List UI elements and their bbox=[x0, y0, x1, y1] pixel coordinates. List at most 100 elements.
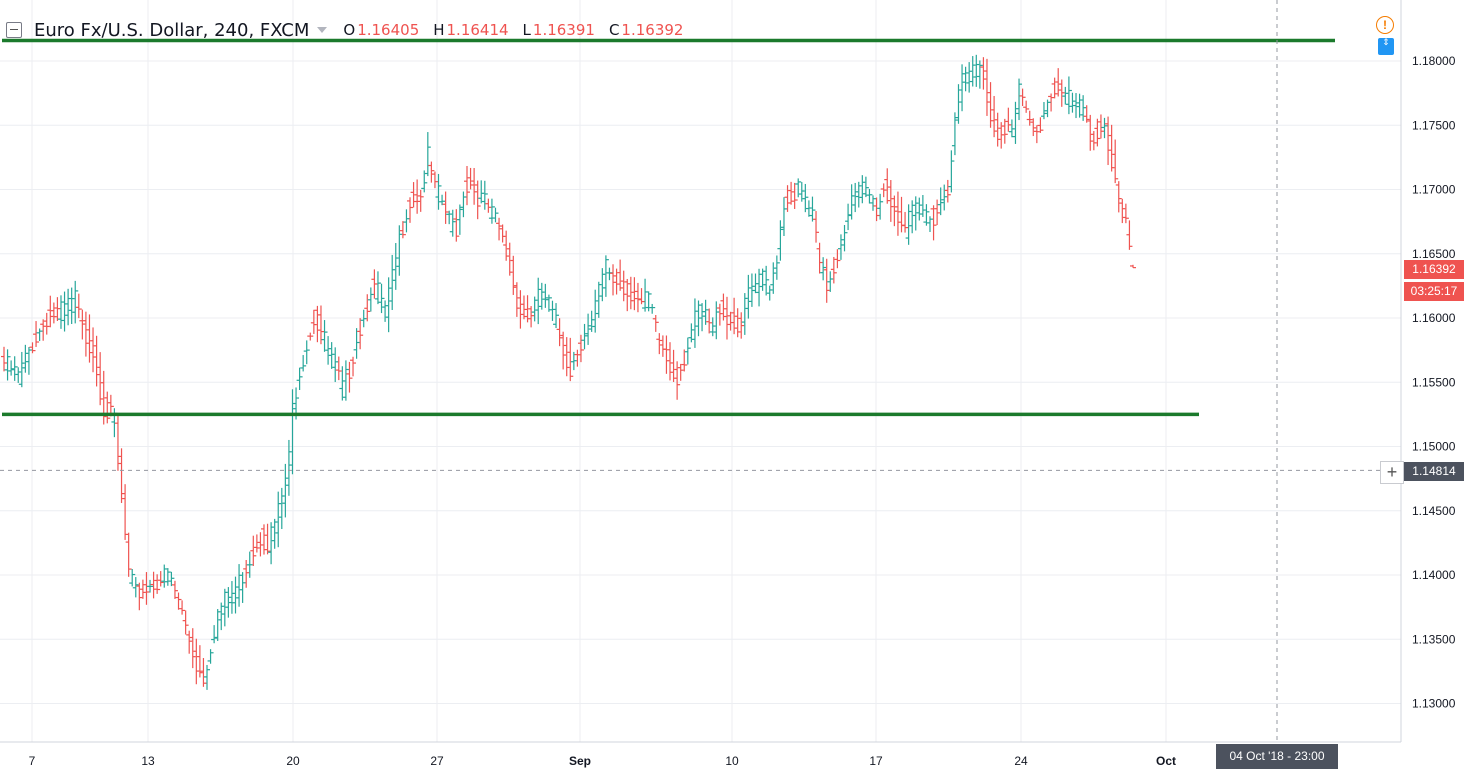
ohlc-bar bbox=[82, 311, 89, 357]
ohlc-bar bbox=[574, 349, 581, 367]
ohlc-bar bbox=[759, 268, 766, 291]
ohlc-bar bbox=[278, 487, 285, 530]
ohlc-bar bbox=[1119, 198, 1126, 224]
time-tick-label: 17 bbox=[869, 754, 883, 768]
ohlc-bar bbox=[93, 335, 100, 387]
ohlc-bar bbox=[414, 179, 421, 214]
ohlc-bar bbox=[300, 355, 307, 372]
ohlc-bar bbox=[232, 576, 239, 614]
ohlc-bar bbox=[720, 293, 727, 321]
ohlc-bar bbox=[588, 310, 595, 332]
ohlc-bar bbox=[264, 523, 271, 555]
price-tick-label: 1.14000 bbox=[1412, 568, 1456, 582]
ohlc-bar bbox=[624, 278, 631, 312]
chevron-down-icon[interactable] bbox=[317, 27, 328, 33]
ohlc-bar bbox=[852, 182, 859, 213]
ohlc-bar bbox=[549, 300, 556, 321]
ohlc-bar bbox=[417, 189, 424, 212]
ohlc-bar bbox=[1126, 220, 1133, 250]
crosshair-plus-icon[interactable]: + bbox=[1380, 461, 1404, 484]
time-axis[interactable]: 7 13 20 27 Sep 10 17 24 Oct bbox=[29, 754, 1176, 768]
ohlc-bar bbox=[1105, 116, 1112, 166]
ohlc-bar bbox=[478, 180, 485, 204]
collapse-legend-icon[interactable] bbox=[6, 22, 22, 38]
time-tick-label: 13 bbox=[141, 754, 155, 768]
ohlc-bar bbox=[510, 255, 517, 295]
ohlc-bar bbox=[645, 291, 652, 312]
price-axis[interactable]: 1.18000 1.17500 1.17000 1.16500 1.16000 1.155… bbox=[1412, 54, 1456, 711]
ohlc-bar bbox=[959, 64, 966, 112]
close-label: C bbox=[608, 21, 620, 39]
ohlc-bar bbox=[542, 283, 549, 308]
ohlc-bar bbox=[385, 277, 392, 333]
ohlc-bar bbox=[748, 273, 755, 307]
ohlc-bar bbox=[528, 306, 535, 328]
ohlc-bar bbox=[50, 302, 57, 324]
ohlc-bar bbox=[396, 225, 403, 276]
ohlc-bar bbox=[738, 312, 745, 339]
ohlc-bar bbox=[1026, 110, 1033, 126]
ohlc-bar bbox=[802, 183, 809, 213]
ohlc-bar bbox=[991, 95, 998, 138]
price-tick-label: 1.13000 bbox=[1412, 697, 1456, 711]
ohlc-bar bbox=[613, 268, 620, 295]
ohlc-bar bbox=[1048, 93, 1055, 112]
ohlc-bar bbox=[770, 262, 777, 294]
ohlc-bar bbox=[1033, 125, 1040, 144]
ohlc-bar bbox=[407, 197, 414, 223]
ohlc-bar bbox=[136, 582, 143, 611]
time-tick-label: 27 bbox=[430, 754, 444, 768]
ohlc-bar bbox=[104, 391, 111, 424]
ohlc-bar bbox=[944, 179, 951, 203]
ohlc-bar bbox=[506, 242, 513, 276]
ohlc-bar bbox=[410, 182, 417, 208]
ohlc-bar bbox=[1076, 93, 1083, 118]
ohlc-bar bbox=[303, 340, 310, 365]
ohlc-bar bbox=[716, 303, 723, 326]
chart-legend: Euro Fx/U.S. Dollar, 240, FXCM O 1.16405… bbox=[6, 18, 697, 42]
ohlc-bar bbox=[941, 184, 948, 211]
crosshair bbox=[0, 0, 1401, 742]
ohlc-bar bbox=[200, 658, 207, 687]
ohlc-bar bbox=[161, 564, 168, 588]
scale-arrows-icon[interactable]: ⇕ bbox=[1378, 38, 1394, 55]
ohlc-bar bbox=[962, 66, 969, 92]
ohlc-bar bbox=[325, 336, 332, 365]
symbol-title[interactable]: Euro Fx/U.S. Dollar, 240, FXCM bbox=[34, 19, 310, 41]
ohlc-bars bbox=[1, 54, 1136, 690]
open-label: O bbox=[343, 21, 356, 39]
ohlc-bar bbox=[955, 84, 962, 124]
price-tick-label: 1.15000 bbox=[1412, 440, 1456, 454]
low-value: 1.16391 bbox=[532, 21, 595, 39]
ohlc-bar bbox=[68, 287, 75, 325]
ohlc-bar bbox=[634, 282, 641, 313]
ohlc-bar bbox=[859, 175, 866, 204]
time-tick-label: 10 bbox=[725, 754, 739, 768]
ohlc-bar bbox=[168, 571, 175, 587]
ohlc-bar bbox=[560, 331, 567, 370]
time-tick-label: 7 bbox=[29, 754, 36, 768]
ohlc-bar bbox=[260, 524, 267, 555]
ohlc-bar bbox=[57, 295, 64, 329]
ohlc-bar bbox=[467, 167, 474, 190]
ohlc-bar bbox=[973, 54, 980, 87]
ohlc-bar bbox=[1062, 86, 1069, 105]
ohlc-bar bbox=[239, 572, 246, 603]
ohlc-bar bbox=[870, 195, 877, 211]
chart-grid bbox=[0, 0, 1401, 742]
ohlc-bar bbox=[1058, 79, 1065, 107]
ohlc-bar bbox=[236, 564, 243, 607]
ohlc-bar bbox=[916, 197, 923, 221]
alert-icon[interactable]: ! bbox=[1376, 16, 1394, 34]
ohlc-bar bbox=[481, 180, 488, 210]
ohlc-bar bbox=[424, 132, 431, 177]
ohlc-bar bbox=[1055, 68, 1062, 97]
support-resistance-lines[interactable] bbox=[2, 38, 1335, 417]
ohlc-bar bbox=[937, 187, 944, 216]
ohlc-bar bbox=[15, 367, 22, 383]
ohlc-bar bbox=[253, 534, 260, 553]
ohlc-bar bbox=[656, 333, 663, 355]
ohlc-bar bbox=[446, 210, 453, 225]
ohlc-bar bbox=[374, 271, 381, 305]
